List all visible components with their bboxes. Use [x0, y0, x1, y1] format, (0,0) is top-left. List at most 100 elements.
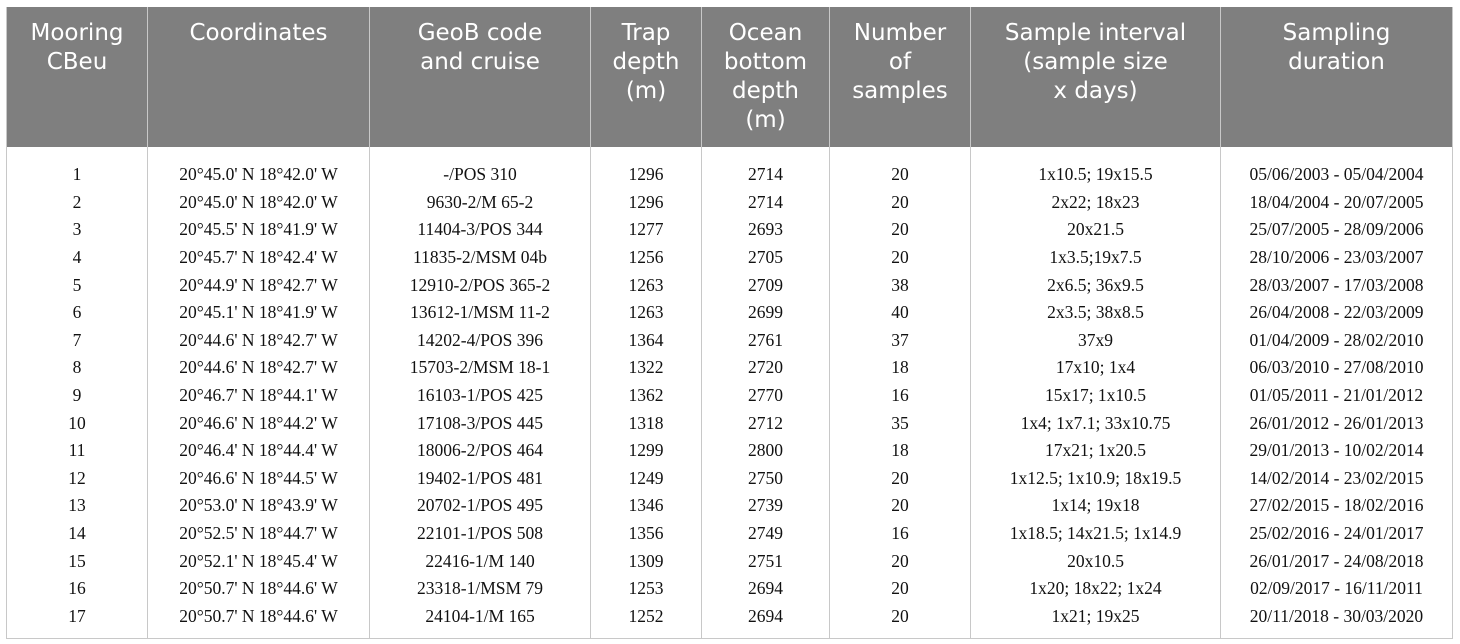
cell-sampling-duration: 20/11/2018 - 30/03/2020 — [1220, 602, 1453, 639]
table-row: 13 20°53.0' N 18°43.9' W 20702-1/POS 495 13… — [6, 492, 1453, 520]
cell-mooring: 4 — [6, 243, 148, 272]
cell-trap-depth: 1296 — [590, 147, 702, 189]
cell-geob-code: 24104-1/M 165 — [369, 602, 591, 639]
cell-trap-depth: 1309 — [590, 547, 702, 575]
table-row: 10 20°46.6' N 18°44.2' W 17108-3/POS 445 13… — [6, 409, 1453, 437]
cell-mooring: 7 — [6, 326, 148, 355]
cell-sampling-duration: 14/02/2014 - 23/02/2015 — [1220, 464, 1453, 493]
cell-sample-interval: 37x9 — [970, 326, 1221, 355]
cell-trap-depth: 1346 — [590, 492, 702, 520]
cell-geob-code: 20702-1/POS 495 — [369, 492, 591, 520]
cell-mooring: 1 — [6, 147, 148, 189]
cell-mooring: 5 — [6, 271, 148, 299]
cell-sampling-duration: 26/01/2012 - 26/01/2013 — [1220, 409, 1453, 437]
table-row: 3 20°45.5' N 18°41.9' W 11404-3/POS 344 127… — [6, 216, 1453, 244]
cell-ocean-bottom-depth: 2749 — [701, 519, 830, 548]
cell-ocean-bottom-depth: 2714 — [701, 188, 830, 217]
cell-sample-interval: 1x21; 19x25 — [970, 602, 1221, 639]
cell-mooring: 2 — [6, 188, 148, 217]
cell-mooring: 14 — [6, 519, 148, 548]
cell-coordinates: 20°44.9' N 18°42.7' W — [147, 271, 370, 299]
cell-ocean-bottom-depth: 2709 — [701, 271, 830, 299]
cell-geob-code: 17108-3/POS 445 — [369, 409, 591, 437]
cell-trap-depth: 1362 — [590, 381, 702, 410]
cell-ocean-bottom-depth: 2712 — [701, 409, 830, 437]
cell-number-of-samples: 20 — [829, 574, 971, 603]
cell-coordinates: 20°46.4' N 18°44.4' W — [147, 436, 370, 465]
cell-coordinates: 20°52.5' N 18°44.7' W — [147, 519, 370, 548]
cell-coordinates: 20°45.0' N 18°42.0' W — [147, 188, 370, 217]
cell-sample-interval: 1x20; 18x22; 1x24 — [970, 574, 1221, 603]
cell-coordinates: 20°46.6' N 18°44.5' W — [147, 464, 370, 493]
table-row: 11 20°46.4' N 18°44.4' W 18006-2/POS 464 12… — [6, 436, 1453, 465]
cell-number-of-samples: 18 — [829, 354, 971, 382]
cell-geob-code: 12910-2/POS 365-2 — [369, 271, 591, 299]
cell-sampling-duration: 05/06/2003 - 05/04/2004 — [1220, 147, 1453, 189]
cell-ocean-bottom-depth: 2761 — [701, 326, 830, 355]
table-row: 7 20°44.6' N 18°42.7' W 14202-4/POS 396 136… — [6, 326, 1453, 355]
cell-trap-depth: 1256 — [590, 243, 702, 272]
cell-number-of-samples: 16 — [829, 519, 971, 548]
cell-number-of-samples: 35 — [829, 409, 971, 437]
cell-geob-code: 16103-1/POS 425 — [369, 381, 591, 410]
cell-coordinates: 20°44.6' N 18°42.7' W — [147, 326, 370, 355]
table-row: 16 20°50.7' N 18°44.6' W 23318-1/MSM 79 125… — [6, 574, 1453, 603]
cell-geob-code: 9630-2/M 65-2 — [369, 188, 591, 217]
cell-sample-interval: 1x14; 19x18 — [970, 492, 1221, 520]
cell-number-of-samples: 18 — [829, 436, 971, 465]
cell-sampling-duration: 29/01/2013 - 10/02/2014 — [1220, 436, 1453, 465]
cell-sample-interval: 17x10; 1x4 — [970, 354, 1221, 382]
cell-geob-code: 19402-1/POS 481 — [369, 464, 591, 493]
cell-trap-depth: 1277 — [590, 216, 702, 244]
column-header-number-of-samples: Number of samples — [829, 7, 971, 147]
cell-geob-code: 11835-2/MSM 04b — [369, 243, 591, 272]
cell-sampling-duration: 01/05/2011 - 21/01/2012 — [1220, 381, 1453, 410]
cell-geob-code: 13612-1/MSM 11-2 — [369, 298, 591, 327]
cell-ocean-bottom-depth: 2694 — [701, 602, 830, 639]
cell-coordinates: 20°50.7' N 18°44.6' W — [147, 574, 370, 603]
cell-geob-code: 11404-3/POS 344 — [369, 216, 591, 244]
column-header-geob-code: GeoB code and cruise — [369, 7, 591, 147]
cell-sample-interval: 2x6.5; 36x9.5 — [970, 271, 1221, 299]
cell-coordinates: 20°50.7' N 18°44.6' W — [147, 602, 370, 639]
cell-number-of-samples: 20 — [829, 243, 971, 272]
cell-trap-depth: 1263 — [590, 298, 702, 327]
cell-trap-depth: 1364 — [590, 326, 702, 355]
cell-trap-depth: 1263 — [590, 271, 702, 299]
cell-coordinates: 20°52.1' N 18°45.4' W — [147, 547, 370, 575]
cell-sampling-duration: 02/09/2017 - 16/11/2011 — [1220, 574, 1453, 603]
cell-geob-code: 22416-1/M 140 — [369, 547, 591, 575]
cell-trap-depth: 1356 — [590, 519, 702, 548]
cell-ocean-bottom-depth: 2694 — [701, 574, 830, 603]
cell-trap-depth: 1249 — [590, 464, 702, 493]
cell-coordinates: 20°45.1' N 18°41.9' W — [147, 298, 370, 327]
table-row: 4 20°45.7' N 18°42.4' W 11835-2/MSM 04b 125… — [6, 243, 1453, 272]
cell-mooring: 17 — [6, 602, 148, 639]
column-header-sample-interval: Sample interval (sample size x days) — [970, 7, 1221, 147]
cell-number-of-samples: 16 — [829, 381, 971, 410]
cell-mooring: 11 — [6, 436, 148, 465]
table-row: 6 20°45.1' N 18°41.9' W 13612-1/MSM 11-2 12… — [6, 298, 1453, 327]
cell-mooring: 15 — [6, 547, 148, 575]
mooring-table: Mooring CBeu Coordinates GeoB code and cruis… — [6, 7, 1453, 640]
cell-sampling-duration: 28/03/2007 - 17/03/2008 — [1220, 271, 1453, 299]
cell-trap-depth: 1318 — [590, 409, 702, 437]
cell-sample-interval: 1x4; 1x7.1; 33x10.75 — [970, 409, 1221, 437]
table-row: 14 20°52.5' N 18°44.7' W 22101-1/POS 508 13… — [6, 519, 1453, 548]
table-row: 9 20°46.7' N 18°44.1' W 16103-1/POS 425 136… — [6, 381, 1453, 410]
cell-number-of-samples: 40 — [829, 298, 971, 327]
cell-number-of-samples: 20 — [829, 464, 971, 493]
cell-ocean-bottom-depth: 2699 — [701, 298, 830, 327]
table-row: 15 20°52.1' N 18°45.4' W 22416-1/M 140 1309… — [6, 547, 1453, 575]
cell-number-of-samples: 20 — [829, 492, 971, 520]
cell-trap-depth: 1252 — [590, 602, 702, 639]
cell-trap-depth: 1322 — [590, 354, 702, 382]
cell-coordinates: 20°44.6' N 18°42.7' W — [147, 354, 370, 382]
cell-geob-code: 15703-2/MSM 18-1 — [369, 354, 591, 382]
table-row: 12 20°46.6' N 18°44.5' W 19402-1/POS 481 12… — [6, 464, 1453, 493]
cell-coordinates: 20°53.0' N 18°43.9' W — [147, 492, 370, 520]
cell-sampling-duration: 25/07/2005 - 28/09/2006 — [1220, 216, 1453, 244]
cell-ocean-bottom-depth: 2739 — [701, 492, 830, 520]
cell-sampling-duration: 25/02/2016 - 24/01/2017 — [1220, 519, 1453, 548]
cell-mooring: 16 — [6, 574, 148, 603]
